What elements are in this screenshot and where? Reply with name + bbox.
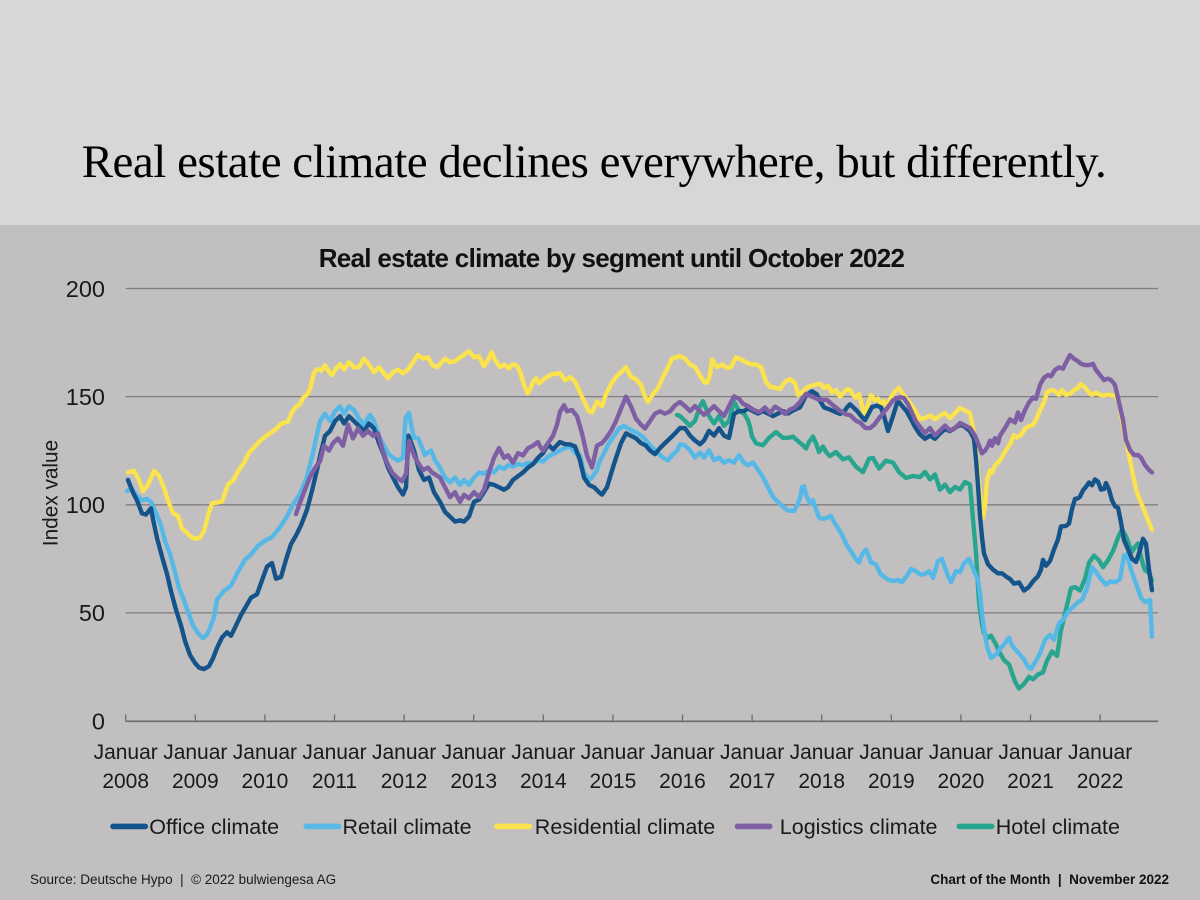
svg-text:Januar: Januar: [790, 741, 854, 764]
svg-text:Januar: Januar: [1068, 741, 1132, 764]
svg-text:Januar: Januar: [720, 741, 784, 764]
svg-text:2017: 2017: [729, 770, 776, 793]
svg-text:Logistics climate: Logistics climate: [780, 815, 938, 839]
svg-text:150: 150: [66, 384, 105, 410]
svg-text:Januar: Januar: [372, 741, 436, 764]
svg-text:2008: 2008: [102, 770, 149, 793]
svg-text:Januar: Januar: [650, 741, 714, 764]
svg-text:100: 100: [66, 492, 105, 518]
svg-text:Januar: Januar: [859, 741, 923, 764]
svg-text:2014: 2014: [520, 770, 567, 793]
svg-text:Real estate climate by segment: Real estate climate by segment until Oct…: [319, 243, 905, 273]
svg-text:0: 0: [92, 708, 105, 734]
svg-text:Januar: Januar: [442, 741, 506, 764]
svg-text:Januar: Januar: [929, 741, 993, 764]
svg-text:2013: 2013: [450, 770, 497, 793]
svg-text:Office climate: Office climate: [149, 815, 279, 839]
svg-text:2010: 2010: [242, 770, 289, 793]
svg-text:2021: 2021: [1007, 770, 1054, 793]
svg-text:Januar: Januar: [998, 741, 1062, 764]
svg-text:Index value: Index value: [40, 440, 63, 546]
svg-text:2018: 2018: [798, 770, 845, 793]
svg-text:2012: 2012: [381, 770, 428, 793]
svg-text:2011: 2011: [312, 770, 357, 793]
svg-text:2015: 2015: [590, 770, 637, 793]
svg-text:50: 50: [79, 600, 105, 626]
svg-text:Residential climate: Residential climate: [535, 815, 715, 839]
svg-text:200: 200: [66, 276, 105, 302]
svg-text:Januar: Januar: [94, 741, 158, 764]
svg-text:Januar: Januar: [163, 741, 227, 764]
svg-text:2016: 2016: [659, 770, 706, 793]
svg-text:Januar: Januar: [511, 741, 575, 764]
svg-text:Retail climate: Retail climate: [343, 815, 472, 839]
svg-text:Januar: Januar: [233, 741, 297, 764]
svg-text:2009: 2009: [172, 770, 219, 793]
svg-text:Hotel climate: Hotel climate: [996, 815, 1120, 839]
svg-text:Januar: Januar: [581, 741, 645, 764]
svg-text:Januar: Januar: [302, 741, 366, 764]
svg-text:2020: 2020: [938, 770, 985, 793]
svg-text:2022: 2022: [1077, 770, 1124, 793]
svg-text:2019: 2019: [868, 770, 915, 793]
